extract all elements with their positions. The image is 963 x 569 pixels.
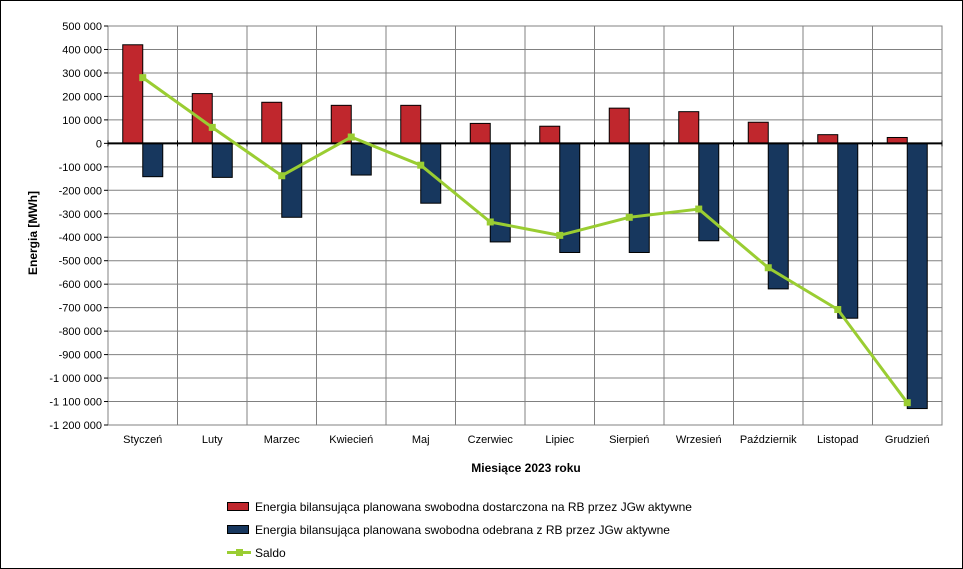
gridlines xyxy=(108,25,942,426)
y-tick-label: 400 000 xyxy=(62,44,102,56)
saldo-point xyxy=(486,218,494,226)
y-tick-label: 300 000 xyxy=(62,68,102,80)
bars xyxy=(122,44,928,410)
bar-dostarczona xyxy=(261,101,283,144)
bar-odebrana xyxy=(350,142,372,176)
bar-odebrana xyxy=(281,142,303,218)
bar-dostarczona xyxy=(539,125,561,144)
saldo-point xyxy=(139,74,147,82)
y-tick-label: -800 000 xyxy=(59,326,102,338)
bar-dostarczona xyxy=(608,107,630,144)
x-tick-label: Listopad xyxy=(817,434,859,446)
saldo-point xyxy=(625,213,633,221)
legend-swatch-odebrana xyxy=(227,525,249,534)
bar-dostarczona xyxy=(469,122,491,144)
bar-dostarczona xyxy=(817,134,839,144)
x-tick-label: Maj xyxy=(412,434,430,446)
x-axis-title: Miesiące 2023 roku xyxy=(471,461,580,475)
saldo-point xyxy=(278,172,286,180)
bar-odebrana xyxy=(837,142,859,319)
tick-labels: 500 000 400 000 300 000 200 000 100 000 0 -100… xyxy=(49,21,929,446)
saldo-point xyxy=(208,123,216,131)
bar-odebrana xyxy=(142,142,164,178)
bar-odebrana xyxy=(698,142,720,242)
saldo-polyline xyxy=(141,76,909,404)
legend-swatch-saldo xyxy=(227,548,251,557)
x-tick-label: Styczeń xyxy=(123,434,162,446)
legend-label-saldo: Saldo xyxy=(255,545,286,560)
y-tick-label: -900 000 xyxy=(59,350,102,362)
legend-swatch-dostarczona xyxy=(227,502,249,511)
y-tick-label: -100 000 xyxy=(59,162,102,174)
y-tick-label: -700 000 xyxy=(59,303,102,315)
y-tick-label: 0 xyxy=(96,138,102,150)
legend-item-odebrana: Energia bilansująca planowana swobodna o… xyxy=(227,518,692,541)
x-tick-label: Październik xyxy=(740,434,797,446)
bar-odebrana xyxy=(628,142,650,253)
x-tick-label: Lipiec xyxy=(545,434,574,446)
y-tick-label: 500 000 xyxy=(62,21,102,33)
legend: Energia bilansująca planowana swobodna d… xyxy=(227,495,692,564)
x-tick-label: Sierpień xyxy=(609,434,649,446)
bar-dostarczona xyxy=(400,104,422,144)
y-tick-label: -600 000 xyxy=(59,279,102,291)
bar-dostarczona xyxy=(747,121,769,144)
y-tick-label: 100 000 xyxy=(62,115,102,127)
x-tick-label: Wrzesień xyxy=(676,434,722,446)
bar-odebrana xyxy=(211,142,233,178)
saldo-line xyxy=(139,74,911,407)
legend-label-odebrana: Energia bilansująca planowana swobodna o… xyxy=(255,522,670,537)
y-tick-label: 200 000 xyxy=(62,91,102,103)
y-tick-label: -300 000 xyxy=(59,209,102,221)
bar-dostarczona xyxy=(122,44,144,144)
bar-odebrana xyxy=(906,142,928,410)
saldo-point xyxy=(417,161,425,169)
saldo-point xyxy=(556,231,564,239)
x-tick-label: Marzec xyxy=(264,434,301,446)
legend-item-dostarczona: Energia bilansująca planowana swobodna d… xyxy=(227,495,692,518)
x-tick-label: Czerwiec xyxy=(468,434,514,446)
y-tick-label: -1 000 000 xyxy=(49,373,102,385)
saldo-point xyxy=(834,306,842,314)
legend-item-saldo: Saldo xyxy=(227,541,692,564)
saldo-point xyxy=(903,399,911,407)
y-axis-title: Energia [MWh] xyxy=(26,191,40,275)
bar-odebrana xyxy=(489,142,511,243)
y-tick-label: -500 000 xyxy=(59,256,102,268)
y-tick-label: -1 100 000 xyxy=(49,397,102,409)
x-tick-label: Grudzień xyxy=(885,434,930,446)
y-tick-label: -1 200 000 xyxy=(49,420,102,432)
x-tick-label: Luty xyxy=(202,434,223,446)
y-tick-label: -200 000 xyxy=(59,185,102,197)
saldo-point xyxy=(347,133,355,141)
axes xyxy=(104,25,943,426)
saldo-point xyxy=(764,264,772,272)
legend-label-dostarczona: Energia bilansująca planowana swobodna d… xyxy=(255,499,692,514)
x-tick-label: Kwiecień xyxy=(329,434,373,446)
saldo-point xyxy=(695,205,703,213)
bar-dostarczona xyxy=(678,111,700,144)
y-tick-label: -400 000 xyxy=(59,232,102,244)
